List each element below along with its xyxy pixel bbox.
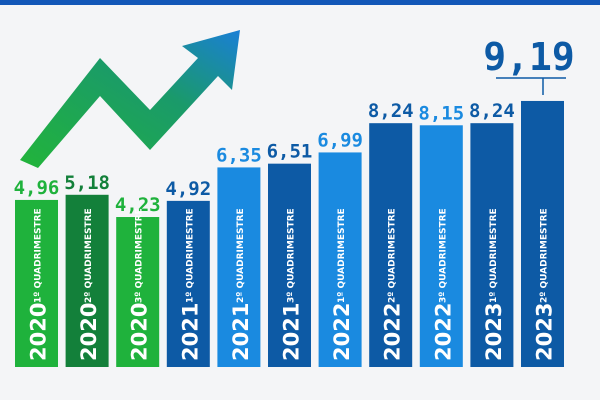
period-label: 2º QUADRIMESTRE [388,208,398,303]
data-label: 6,99 [317,129,363,151]
year-label: 2021 [280,303,304,361]
bar [268,163,311,367]
period-label: 1º QUADRIMESTRE [34,208,44,303]
period-label: 3º QUADRIMESTRE [438,208,448,303]
bar [65,194,109,367]
bar [318,152,362,367]
bar [217,167,261,367]
year-label: 2020 [77,303,101,361]
year-label: 2023 [533,303,557,361]
bar [419,125,463,367]
year-label: 2022 [431,303,455,361]
period-label: 1º QUADRIMESTRE [185,208,195,303]
year-label: 2021 [229,303,253,361]
period-label: 1º QUADRIMESTRE [489,208,499,303]
data-label: 8,24 [368,100,414,122]
data-label: 4,23 [115,194,161,216]
bar [116,217,160,367]
data-label: 8,15 [418,102,464,124]
period-label: 2º QUADRIMESTRE [540,208,550,303]
year-label: 2022 [330,303,354,361]
year-label: 2020 [27,303,51,361]
data-label: 4,92 [165,178,211,200]
period-label: 1º QUADRIMESTRE [337,208,347,303]
period-label: 3º QUADRIMESTRE [135,208,145,303]
year-label: 2021 [178,303,202,361]
data-label: 9,19 [483,35,575,79]
bar [470,123,514,368]
bar [521,100,564,367]
data-label: 6,35 [216,144,262,166]
year-label: 2023 [482,303,506,361]
period-label: 2º QUADRIMESTRE [84,208,94,303]
data-label: 8,24 [469,100,515,122]
bar [166,200,210,367]
trend-arrow-icon [20,30,240,168]
data-label: 4,96 [14,177,60,199]
period-label: 3º QUADRIMESTRE [287,208,297,303]
data-label: 6,51 [267,141,313,163]
data-label: 5,18 [64,172,110,194]
year-label: 2022 [381,303,405,361]
period-label: 2º QUADRIMESTRE [236,208,246,303]
top-banner [0,0,600,5]
bar [15,199,58,367]
year-label: 2020 [128,303,152,361]
bar [369,123,413,368]
